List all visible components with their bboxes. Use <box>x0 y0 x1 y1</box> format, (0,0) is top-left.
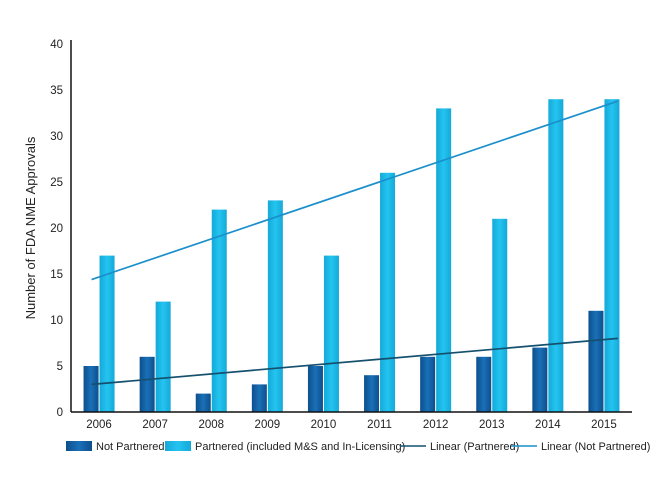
bar-not-partnered <box>83 366 99 412</box>
y-tick-label: 40 <box>50 39 63 51</box>
x-tick-label: 2012 <box>423 419 449 431</box>
bar-not-partnered <box>588 310 604 412</box>
legend-swatch-partnered <box>165 441 191 451</box>
legend-swatch-not-partnered <box>66 441 92 451</box>
bar-partnered <box>323 255 339 412</box>
trendline-linear-not-partnered <box>91 100 619 281</box>
x-tick-label: 2007 <box>142 419 168 431</box>
bar-partnered <box>380 172 396 412</box>
y-tick-label: 5 <box>57 361 63 373</box>
y-tick-label: 0 <box>57 407 63 419</box>
bar-partnered <box>436 108 452 413</box>
y-tick-label: 35 <box>50 85 63 97</box>
x-tick-label: 2014 <box>535 419 561 431</box>
bar-not-partnered <box>251 384 267 412</box>
x-tick-label: 2008 <box>198 419 224 431</box>
x-tick-label: 2010 <box>311 419 337 431</box>
bar-not-partnered <box>420 356 436 412</box>
bar-not-partnered <box>195 393 211 412</box>
x-axis-ticks: 2006 2007 2008 2009 2010 2011 2012 2013 2014 2015 <box>86 419 616 431</box>
x-tick-label: 2006 <box>86 419 112 431</box>
bar-not-partnered <box>307 366 323 412</box>
trendline-linear-partnered <box>91 337 619 386</box>
y-tick-label: 20 <box>50 223 63 235</box>
y-tick-label: 10 <box>50 315 63 327</box>
legend-label-linear-not-partnered: Linear (Not Partnered) <box>541 441 650 453</box>
bar-not-partnered <box>139 356 155 412</box>
trendlines <box>91 100 619 386</box>
legend-label-linear-partnered: Linear (Partnered) <box>430 441 519 453</box>
bars <box>83 99 620 413</box>
bar-partnered <box>99 255 115 412</box>
bar-partnered <box>548 99 564 412</box>
y-axis-title: Number of FDA NME Approvals <box>23 136 38 319</box>
bar-not-partnered <box>476 356 492 412</box>
legend: Not Partnered Partnered (included M&S an… <box>66 441 650 453</box>
x-tick-label: 2009 <box>255 419 281 431</box>
x-tick-label: 2015 <box>591 419 617 431</box>
y-tick-label: 30 <box>50 131 63 143</box>
bar-partnered <box>211 209 227 412</box>
x-tick-label: 2011 <box>367 419 392 431</box>
bar-not-partnered <box>532 347 548 412</box>
bar-partnered <box>267 200 283 412</box>
bar-partnered <box>604 99 620 412</box>
bar-not-partnered <box>364 375 380 412</box>
bar-partnered <box>492 218 508 412</box>
legend-label-partnered: Partnered (included M&S and In-Licensing… <box>195 441 405 453</box>
bar-partnered <box>155 301 171 412</box>
x-tick-label: 2013 <box>479 419 505 431</box>
y-tick-label: 15 <box>50 269 63 281</box>
legend-label-not-partnered: Not Partnered <box>96 441 164 453</box>
y-axis-ticks: 0 5 10 15 20 25 30 35 40 <box>50 39 63 419</box>
y-tick-label: 25 <box>50 177 63 189</box>
